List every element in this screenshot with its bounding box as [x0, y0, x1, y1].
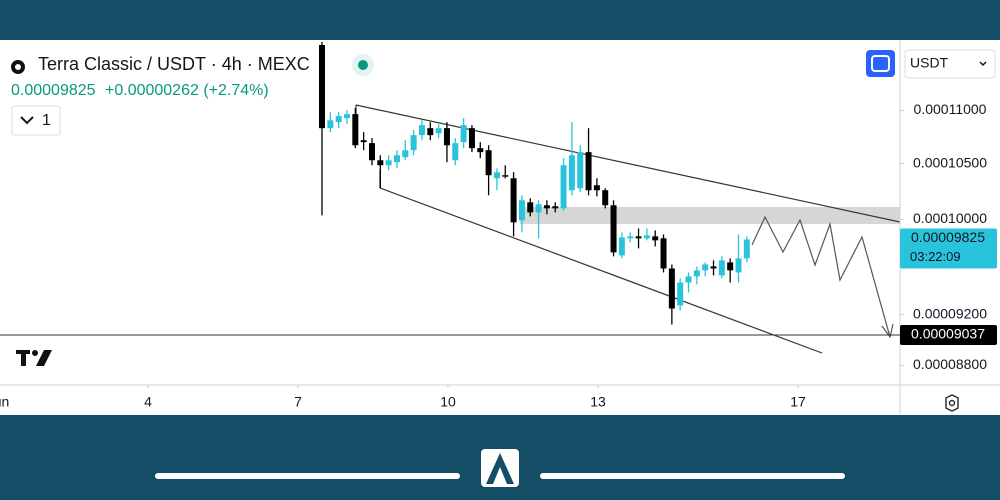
price-tag-timer: 03:22:09 — [910, 249, 961, 264]
fullscreen-button[interactable] — [866, 50, 895, 77]
candle-body — [535, 204, 542, 213]
fullscreen-icon — [871, 55, 890, 72]
header-price: 0.00009825 — [11, 82, 96, 99]
candle-body — [635, 236, 642, 239]
candle-body — [385, 160, 392, 166]
candle-body — [518, 200, 525, 221]
y-tick-label: 0.00010500 — [913, 154, 987, 170]
candle-body — [543, 205, 550, 209]
candle-body — [460, 125, 467, 143]
candle-body — [343, 114, 350, 119]
x-tick-label: 13 — [590, 394, 606, 410]
x-tick-label: 17 — [790, 394, 806, 410]
candle-body — [568, 155, 575, 191]
candle-body — [327, 120, 334, 129]
candle-body — [410, 135, 417, 151]
candle-body — [668, 268, 675, 309]
trend-line — [379, 187, 823, 354]
header-change: +0.00000262 (+2.74%) — [105, 82, 269, 99]
price-tag-label: 0.00009825 — [911, 229, 985, 245]
candle-body — [360, 140, 367, 143]
candle-body — [618, 237, 625, 256]
candle-body — [585, 152, 592, 191]
symbol-title: Terra Classic / USDT · 4h · MEXC — [38, 54, 310, 74]
settings-icon-center — [948, 399, 956, 407]
candle-body — [660, 238, 667, 269]
status-dot — [358, 60, 368, 70]
y-tick-label: 0.00008800 — [913, 356, 987, 372]
candle-body — [468, 128, 475, 149]
candle-body — [685, 276, 692, 283]
candle-body — [702, 264, 709, 271]
y-tick-label: 0.00010000 — [913, 210, 987, 226]
price-tag — [900, 325, 997, 346]
candle-body — [527, 202, 534, 213]
x-tick-label: 4 — [144, 394, 152, 410]
currency-select[interactable] — [904, 49, 996, 79]
candle-body — [335, 116, 342, 123]
y-tick-label: 0.00009200 — [913, 305, 987, 321]
candle-body — [319, 44, 325, 129]
indicator-toggle[interactable] — [11, 105, 61, 136]
candle-body — [577, 152, 584, 189]
candle-body — [627, 236, 634, 239]
candle-body — [560, 165, 567, 209]
x-tick-label: 10 — [440, 394, 456, 410]
price-tag-label: 0.00009037 — [911, 326, 985, 342]
candle-body — [552, 206, 559, 209]
candle-body — [602, 190, 609, 206]
indicator-count: 1 — [42, 112, 51, 129]
candle-body — [427, 128, 434, 136]
settings-icon[interactable] — [945, 394, 959, 412]
y-tick-label: 0.00011000 — [914, 101, 987, 117]
candle-body — [727, 262, 734, 271]
candle-body — [493, 172, 500, 179]
projection-path — [751, 215, 891, 338]
candle-body — [377, 160, 384, 166]
candle-body — [368, 143, 375, 161]
select-arrow — [979, 61, 987, 67]
brand-logo-mark — [486, 453, 514, 484]
divider-bar — [155, 473, 460, 479]
candle-body — [652, 236, 659, 241]
candles — [319, 41, 750, 325]
candle-body — [693, 270, 700, 277]
candle-body — [718, 260, 725, 276]
candle-body — [510, 178, 517, 223]
candle-body — [418, 125, 425, 136]
candle-body — [643, 235, 650, 239]
candle-body — [435, 128, 442, 134]
candle-body — [485, 150, 492, 176]
candle-body — [502, 175, 509, 177]
candle-body — [610, 205, 617, 253]
chart-panel — [0, 40, 1000, 415]
axes: 0.00011000 0.00010500 0.00010000 0.00009200… — [0, 101, 987, 410]
currency-label: USDT — [910, 55, 949, 71]
candle-body — [743, 239, 750, 259]
price-tag — [900, 228, 997, 269]
tv-logo — [16, 350, 52, 366]
candle-body — [593, 185, 600, 191]
candle-body — [477, 148, 484, 153]
divider-bar — [540, 473, 845, 479]
candle-body — [352, 114, 359, 146]
x-tick-label: Jun — [0, 394, 9, 410]
projection-arrow — [881, 323, 894, 339]
chevron — [20, 116, 34, 125]
candle-body — [443, 128, 450, 146]
coin-icon-inner — [15, 64, 21, 70]
candle-body — [710, 266, 717, 269]
candle-body — [735, 258, 742, 273]
candle-body — [677, 282, 684, 306]
candle-body — [393, 155, 400, 163]
candle-body — [452, 143, 459, 161]
x-tick-label: 7 — [294, 394, 302, 410]
candle-body — [402, 150, 409, 158]
